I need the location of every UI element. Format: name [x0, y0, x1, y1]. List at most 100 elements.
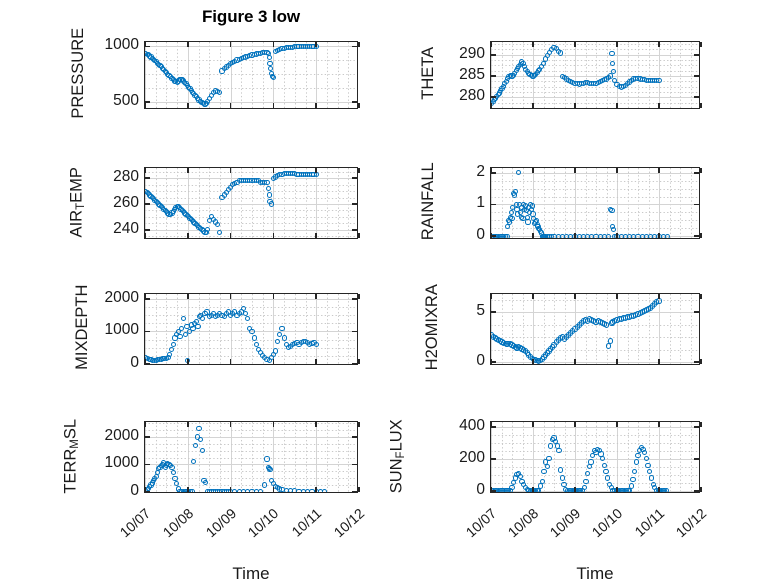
y-tick-label-rainfall: 1 [476, 194, 485, 212]
minor-gridline-v [326, 168, 328, 238]
data-point [611, 227, 617, 233]
gridline-v [533, 294, 534, 364]
gridline-h [491, 97, 699, 99]
y-tick-mark [491, 203, 496, 206]
data-point [204, 309, 210, 315]
y-tick-mark [145, 436, 150, 438]
x-tick-mark [229, 359, 232, 364]
minor-gridline-v [543, 294, 545, 364]
x-tick-mark [490, 103, 492, 108]
y-tick-label-h2omixra: 0 [476, 352, 485, 369]
minor-gridline-v [554, 168, 555, 238]
y-tick-mark [491, 426, 496, 428]
x-tick-mark [616, 422, 618, 427]
minor-gridline-h [491, 220, 699, 222]
data-point [194, 434, 200, 440]
y-tick-mark [145, 101, 150, 103]
y-tick-mark [694, 75, 699, 77]
plot-area-pressure [145, 42, 357, 108]
data-point [268, 201, 274, 207]
x-tick-mark [144, 359, 146, 364]
data-point [516, 170, 522, 176]
gridline-h [145, 298, 357, 300]
minor-gridline-h [145, 191, 357, 193]
data-point [541, 469, 547, 475]
data-point [170, 341, 176, 348]
x-tick-mark [315, 359, 317, 364]
data-point [581, 485, 587, 491]
minor-gridline-h [491, 324, 699, 326]
data-point [313, 341, 319, 348]
data-point [627, 488, 633, 492]
data-point [548, 443, 554, 449]
y-axis-label-theta: THETA [418, 46, 437, 100]
minor-gridline-v [305, 422, 307, 492]
plot-area-rainfall [491, 168, 699, 238]
data-point [585, 470, 591, 476]
data-point [605, 475, 611, 481]
y-tick-label-terr_msl: 2000 [104, 427, 139, 445]
plot-area-air_temp [145, 168, 357, 238]
x-tick-mark [229, 233, 232, 238]
x-tick-mark [700, 487, 702, 492]
gridline-h [491, 172, 699, 174]
x-tick-mark [144, 487, 146, 492]
data-point [272, 348, 279, 354]
minor-gridline-h [145, 457, 357, 459]
data-point [601, 462, 607, 468]
minor-gridline-v [638, 294, 639, 364]
gridline-h [145, 437, 357, 439]
x-tick-mark [358, 42, 360, 47]
gridline-h [491, 204, 699, 206]
minor-gridline-v [648, 168, 650, 238]
x-tick-label: 10/10 [588, 505, 626, 541]
x-tick-mark [700, 233, 702, 238]
gridline-v [145, 422, 146, 492]
minor-gridline-h [145, 184, 357, 186]
data-point [262, 482, 268, 488]
minor-gridline-h [145, 223, 357, 225]
y-tick-mark [491, 311, 496, 313]
minor-gridline-v [348, 422, 350, 492]
minor-gridline-h [491, 482, 699, 484]
data-point [198, 437, 204, 443]
x-tick-mark [358, 103, 360, 108]
data-point [196, 426, 202, 432]
y-tick-mark [352, 436, 357, 438]
minor-gridline-v [198, 168, 200, 238]
data-point [264, 179, 270, 185]
x-tick-mark [358, 359, 360, 364]
minor-gridline-h [145, 478, 357, 480]
x-tick-mark [144, 42, 146, 47]
data-point [632, 469, 638, 475]
minor-gridline-h [491, 434, 699, 436]
minor-gridline-v [326, 422, 328, 492]
data-point [533, 217, 539, 223]
x-tick-label: 10/11 [288, 505, 325, 540]
minor-gridline-h [491, 188, 699, 190]
x-tick-mark [658, 233, 660, 238]
minor-gridline-v [241, 422, 243, 492]
data-point [544, 464, 550, 470]
data-point [189, 489, 195, 492]
minor-gridline-v [501, 168, 503, 238]
minor-gridline-v [522, 42, 524, 108]
minor-gridline-v [596, 168, 597, 238]
y-tick-mark [491, 361, 496, 363]
data-point [253, 341, 259, 348]
data-point [190, 325, 196, 331]
axes-mixdepth [144, 293, 360, 365]
minor-gridline-v [252, 422, 253, 492]
gridline-v [617, 294, 618, 364]
x-tick-mark [187, 42, 189, 47]
data-point [512, 189, 518, 195]
x-tick-mark [700, 294, 702, 299]
minor-gridline-v [501, 42, 503, 108]
data-point [193, 319, 199, 325]
x-tick-mark [574, 487, 576, 492]
x-tick-mark [187, 294, 189, 299]
data-point [275, 338, 281, 344]
y-tick-mark [352, 330, 357, 333]
minor-gridline-h [145, 443, 357, 445]
gridline-v [659, 168, 660, 238]
